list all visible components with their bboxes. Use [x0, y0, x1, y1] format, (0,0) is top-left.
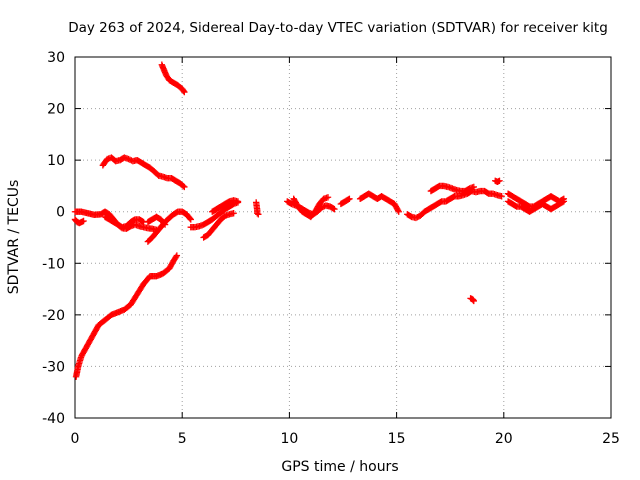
data-point — [331, 205, 338, 213]
data-point — [181, 183, 188, 191]
x-tick-label: 15 — [388, 431, 406, 447]
x-tick-label: 25 — [602, 431, 620, 447]
data-point — [180, 87, 187, 95]
data-series — [71, 61, 568, 380]
x-axis-label: GPS time / hours — [281, 459, 398, 475]
data-point — [496, 177, 503, 184]
data-point — [414, 214, 421, 221]
data-point — [126, 156, 134, 163]
data-point — [172, 253, 180, 261]
data-point — [187, 216, 194, 223]
tick-labels: 0 5 10 15 20 25 -40 -30 -20 -10 0 10 20 30 — [42, 50, 620, 447]
chart-title: Day 263 of 2024, Sidereal Day-to-day VTE… — [68, 20, 608, 36]
y-tick-label: -10 — [42, 256, 65, 272]
x-tick-label: 0 — [71, 431, 80, 447]
x-tick-label: 5 — [178, 431, 187, 447]
y-axis-label: SDTVAR / TECUs — [6, 180, 22, 295]
y-tick-label: 0 — [56, 205, 65, 221]
data-point — [181, 88, 188, 96]
data-point — [470, 183, 477, 191]
data-point — [254, 210, 261, 217]
data-point — [395, 208, 402, 215]
data-point — [394, 207, 402, 214]
data-point — [324, 194, 332, 201]
y-tick-label: 30 — [47, 50, 65, 66]
data-point — [560, 198, 568, 205]
y-tick-label: 10 — [47, 153, 65, 169]
grid — [75, 57, 611, 418]
data-point — [234, 198, 242, 205]
axes — [74, 56, 612, 419]
data-point — [180, 182, 187, 190]
data-point — [80, 217, 87, 225]
y-tick-label: -30 — [42, 359, 65, 375]
y-tick-label: 20 — [47, 102, 65, 118]
plot-frame — [74, 56, 612, 419]
data-point — [230, 210, 237, 217]
x-tick-label: 20 — [495, 431, 513, 447]
data-point — [186, 215, 194, 222]
data-point — [346, 195, 353, 203]
data-point — [255, 211, 262, 218]
data-point — [470, 297, 477, 305]
data-point — [412, 214, 420, 222]
y-tick-label: -40 — [42, 411, 65, 427]
data-point — [173, 252, 181, 259]
data-point — [161, 221, 169, 228]
y-tick-label: -20 — [42, 308, 65, 324]
data-point — [498, 193, 505, 200]
x-tick-label: 10 — [280, 431, 298, 447]
data-point — [125, 155, 132, 163]
data-point — [160, 220, 168, 227]
